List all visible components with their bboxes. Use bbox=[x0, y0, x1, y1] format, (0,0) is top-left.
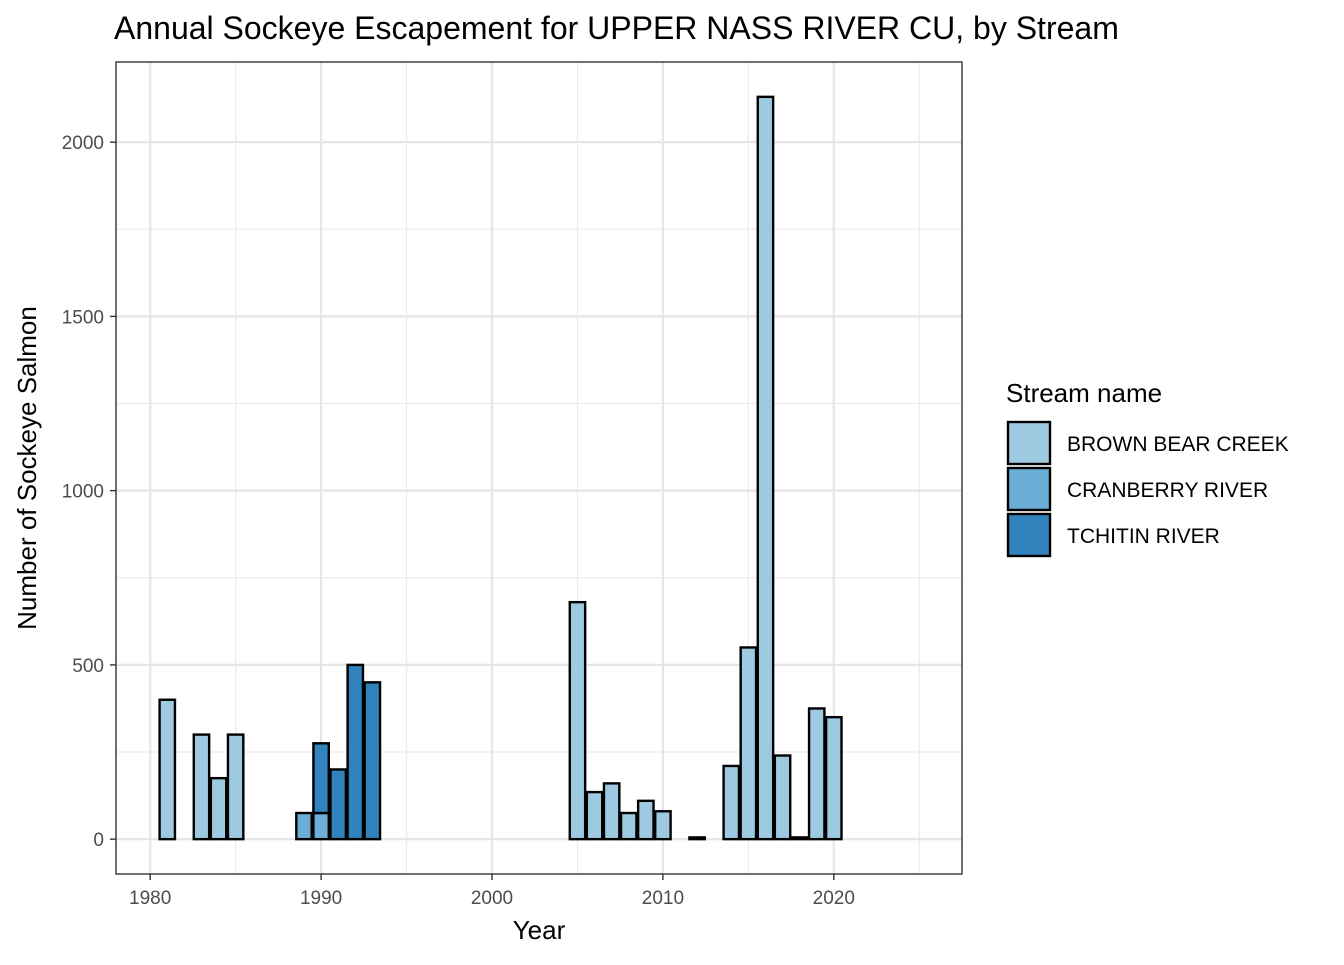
bar bbox=[295, 811, 313, 841]
bar bbox=[756, 95, 775, 841]
y-tick-label: 2000 bbox=[62, 133, 104, 154]
plot-border bbox=[115, 61, 963, 875]
x-tick-label: 1980 bbox=[129, 888, 171, 909]
legend-title: Stream name bbox=[1006, 378, 1162, 408]
bar bbox=[346, 663, 365, 841]
bar bbox=[568, 600, 587, 841]
legend-label: CRANBERRY RIVER bbox=[1067, 479, 1268, 502]
legend-label: TCHITIN RIVER bbox=[1067, 525, 1220, 548]
legend-swatch bbox=[1006, 420, 1052, 466]
bars-layer bbox=[158, 95, 843, 841]
bar bbox=[363, 681, 382, 841]
x-tick-label: 1990 bbox=[300, 888, 342, 909]
bar bbox=[824, 715, 843, 841]
x-axis-title: Year bbox=[513, 915, 566, 945]
bar bbox=[636, 799, 655, 841]
bar bbox=[158, 698, 177, 841]
bar bbox=[654, 810, 672, 841]
bar bbox=[209, 776, 228, 841]
x-tick-label: 2000 bbox=[471, 888, 513, 909]
legend-swatch bbox=[1006, 512, 1052, 558]
y-axis-title: Number of Sockeye Salmon bbox=[12, 306, 42, 630]
bar bbox=[790, 836, 809, 841]
y-tick-label: 1000 bbox=[62, 482, 104, 503]
bar bbox=[585, 790, 604, 841]
bar bbox=[739, 646, 758, 841]
legend-items: BROWN BEAR CREEK CRANBERRY RIVER TCHITIN R… bbox=[1006, 420, 1289, 558]
bar bbox=[773, 754, 792, 841]
bar bbox=[329, 768, 348, 841]
x-tick-label: 2020 bbox=[813, 888, 855, 909]
legend-label: BROWN BEAR CREEK bbox=[1067, 433, 1289, 456]
bar bbox=[192, 733, 211, 841]
bar bbox=[722, 764, 741, 841]
bar bbox=[312, 742, 330, 815]
grid-layer bbox=[116, 62, 962, 874]
axis-layer: 1980 1990 2000 2010 2020 0 500 1000 1500 2000 bbox=[62, 133, 855, 909]
bar bbox=[226, 733, 245, 841]
bar bbox=[312, 811, 330, 841]
x-tick-label: 2010 bbox=[642, 888, 684, 909]
bar bbox=[807, 707, 826, 841]
bar bbox=[619, 811, 638, 841]
bar bbox=[688, 836, 706, 841]
y-tick-label: 1500 bbox=[62, 307, 104, 328]
y-tick-label: 500 bbox=[72, 656, 104, 677]
legend-swatch bbox=[1006, 466, 1052, 512]
legend: Stream name BROWN BEAR CREEK CRANBERRY RI… bbox=[1006, 378, 1289, 558]
chart-title: Annual Sockeye Escapement for UPPER NASS… bbox=[114, 10, 1119, 46]
y-tick-label: 0 bbox=[93, 830, 104, 851]
bar bbox=[602, 782, 621, 841]
